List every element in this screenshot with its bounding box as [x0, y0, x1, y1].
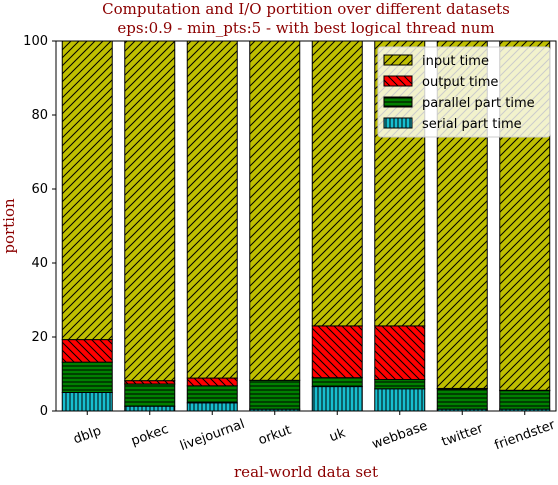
y-tick-label: 100 — [23, 34, 48, 49]
bar-hatch — [125, 384, 175, 406]
bar-segment — [312, 387, 362, 411]
bar-hatch — [62, 393, 112, 412]
chart-subtitle: eps:0.9 - min_pts:5 - with best logical … — [117, 19, 494, 37]
bar-hatch — [125, 406, 175, 411]
bar-segment — [250, 380, 300, 409]
bar-segment — [312, 378, 362, 387]
bar-segment — [312, 326, 362, 378]
y-axis-label: portion — [0, 198, 18, 254]
bar-segment — [187, 378, 237, 386]
bar-hatch — [187, 41, 237, 378]
x-tick-label: dblp — [72, 424, 104, 448]
legend-label: serial part time — [422, 117, 522, 132]
bar-segment — [187, 403, 237, 411]
bar-segment — [187, 386, 237, 403]
bar-hatch — [62, 41, 112, 340]
bar-segment — [62, 340, 112, 363]
bar-segment — [375, 326, 425, 380]
bar-hatch — [312, 41, 362, 326]
bar-hatch — [375, 380, 425, 389]
bar-segment — [62, 393, 112, 412]
bar-segment — [125, 41, 175, 381]
bar-hatch — [250, 380, 300, 409]
bar-hatch — [250, 41, 300, 380]
x-axis-label: real-world data set — [234, 463, 378, 480]
bar-hatch — [312, 326, 362, 378]
bar-segment — [62, 362, 112, 392]
bar-hatch — [125, 41, 175, 381]
bar-segment — [187, 41, 237, 378]
y-tick-label: 40 — [31, 256, 48, 271]
x-tick-label: orkut — [256, 423, 293, 449]
x-tick-label: friendster — [493, 417, 558, 453]
legend: input time output time parallel part time s… — [378, 47, 550, 137]
legend-swatch-hatch — [384, 118, 412, 128]
x-tick-label: pokec — [129, 422, 170, 449]
bar-hatch — [437, 389, 487, 409]
y-tick-label: 20 — [31, 330, 48, 345]
bar-segment — [125, 384, 175, 406]
bar-segment — [312, 41, 362, 326]
x-tick-label: webbase — [370, 419, 430, 453]
bar-hatch — [312, 387, 362, 411]
bar-segment — [500, 391, 550, 410]
x-tick-label: twitter — [440, 421, 486, 450]
legend-swatch-hatch — [384, 55, 412, 65]
bar-segment — [375, 380, 425, 389]
bar-hatch — [62, 362, 112, 392]
bar-segment — [250, 41, 300, 380]
bar-hatch — [187, 403, 237, 411]
y-tick-label: 60 — [31, 182, 48, 197]
bar-segment — [62, 41, 112, 340]
bar-hatch — [187, 386, 237, 403]
legend-label: output time — [422, 75, 498, 90]
bar-segment — [437, 389, 487, 409]
x-tick-label: uk — [327, 426, 347, 446]
bar-hatch — [500, 391, 550, 410]
legend-swatch-hatch — [384, 76, 412, 86]
x-tick-label: livejournal — [178, 417, 247, 454]
bar-hatch — [187, 378, 237, 386]
legend-swatch-hatch — [384, 97, 412, 107]
bar-segment — [125, 406, 175, 411]
y-tick-label: 80 — [31, 108, 48, 123]
bar-hatch — [312, 378, 362, 387]
chart-title: Computation and I/O portition over diffe… — [102, 0, 510, 18]
bar-segment — [375, 389, 425, 411]
bar-hatch — [375, 326, 425, 380]
bar-hatch — [62, 340, 112, 363]
legend-label: input time — [422, 54, 489, 69]
legend-label: parallel part time — [422, 96, 535, 111]
bar-hatch — [375, 389, 425, 411]
y-tick-label: 0 — [40, 404, 48, 419]
